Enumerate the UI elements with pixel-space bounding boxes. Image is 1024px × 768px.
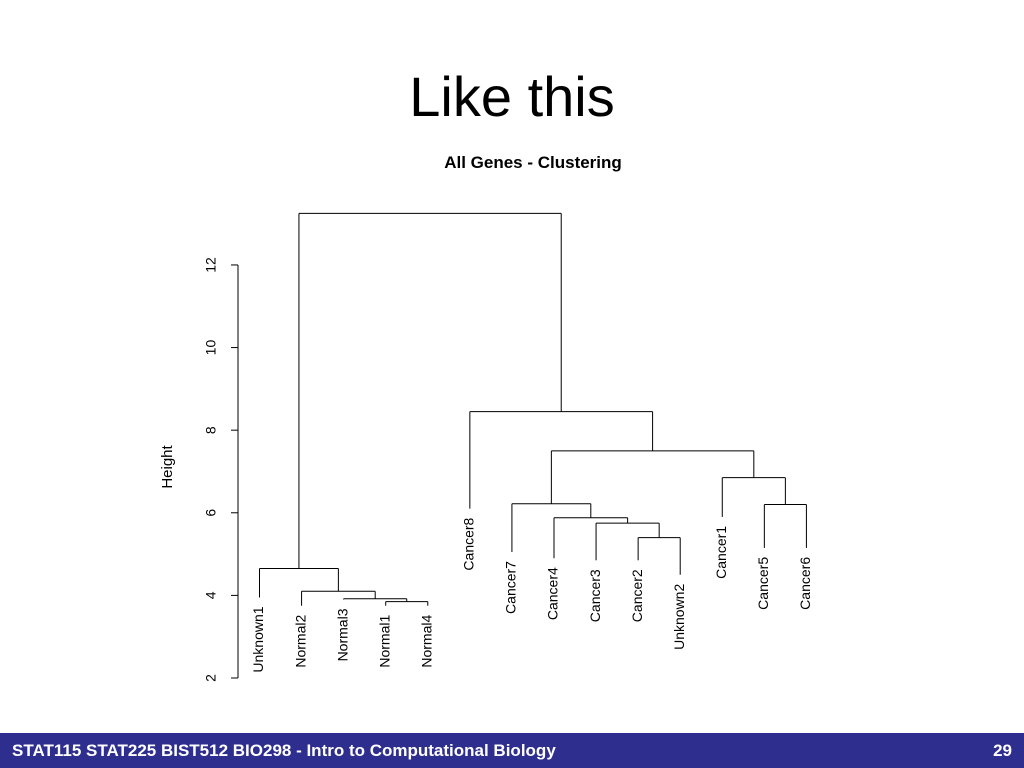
slide-title: Like this (409, 65, 615, 128)
leaf-label-cancer5: Cancer5 (755, 557, 771, 610)
y-tick-label-2: 2 (203, 674, 219, 682)
footer-bar: STAT115 STAT225 BIST512 BIO298 - Intro t… (0, 733, 1024, 768)
y-tick-label-10: 10 (203, 340, 219, 356)
dendrogram-chart: All Genes - Clustering Height 2 4 6 8 10 12 U… (159, 153, 813, 682)
chart-title: All Genes - Clustering (444, 153, 622, 172)
leaf-label-cancer3: Cancer3 (587, 569, 603, 622)
leaf-label-normal2: Normal2 (292, 615, 308, 668)
dendrogram-links (259, 212, 807, 606)
y-axis-label: Height (159, 444, 176, 488)
leaf-label-normal1: Normal1 (376, 615, 392, 668)
leaf-label-cancer1: Cancer1 (713, 526, 729, 579)
leaf-label-unknown2: Unknown2 (671, 584, 687, 650)
leaf-label-normal4: Normal4 (418, 615, 434, 668)
footer-page-number: 29 (993, 741, 1012, 760)
leaf-label-cancer7: Cancer7 (503, 561, 519, 614)
y-tick-label-8: 8 (203, 426, 219, 434)
leaf-label-unknown1: Unknown1 (250, 606, 266, 672)
y-tick-label-4: 4 (203, 591, 219, 599)
leaf-label-cancer8: Cancer8 (461, 517, 477, 570)
y-axis-ticks: 2 4 6 8 10 12 (203, 257, 238, 682)
leaf-labels: Unknown1 Normal2 Normal3 Normal1 Normal4 Canc… (250, 517, 813, 672)
y-tick-label-12: 12 (203, 257, 219, 273)
leaf-label-cancer2: Cancer2 (629, 569, 645, 622)
footer-course-title: STAT115 STAT225 BIST512 BIO298 - Intro t… (12, 741, 556, 760)
y-tick-label-6: 6 (203, 509, 219, 517)
leaf-label-cancer4: Cancer4 (545, 567, 561, 620)
leaf-label-normal3: Normal3 (334, 608, 350, 661)
leaf-label-cancer6: Cancer6 (797, 557, 813, 610)
